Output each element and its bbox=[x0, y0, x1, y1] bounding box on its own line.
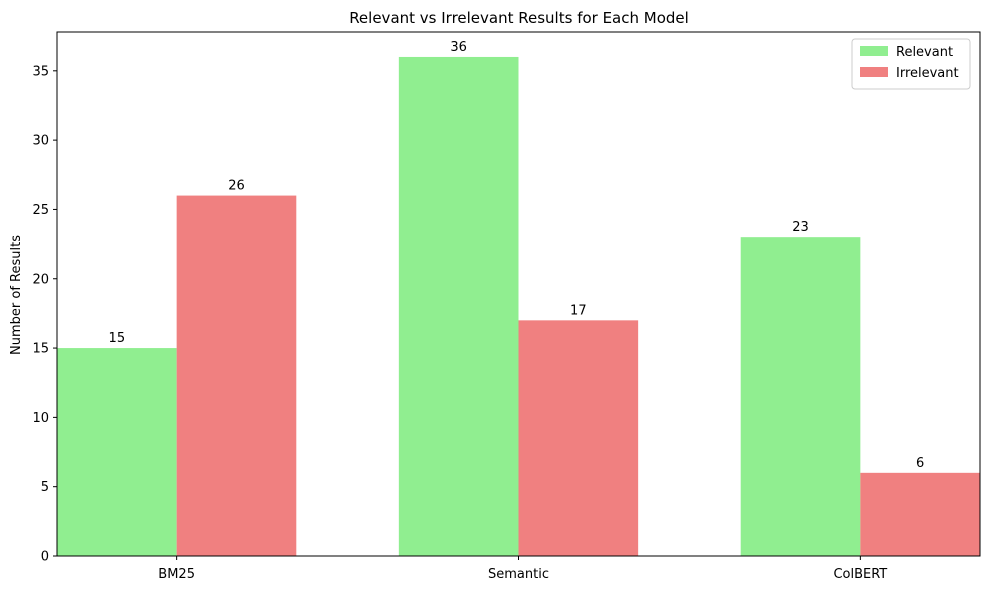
y-tick-label: 25 bbox=[32, 203, 49, 218]
legend-swatch-irrelevant bbox=[860, 67, 888, 77]
legend-label-relevant: Relevant bbox=[896, 45, 953, 60]
x-tick-label: Semantic bbox=[488, 567, 549, 582]
y-axis-label: Number of Results bbox=[9, 235, 24, 355]
bar-irrelevant-bm25 bbox=[176, 195, 297, 556]
bar-irrelevant-colbert bbox=[860, 472, 980, 556]
y-tick-label: 15 bbox=[32, 342, 49, 357]
bar-labels-group: 15 36 23 26 17 6 bbox=[109, 40, 925, 471]
bar-irrelevant-semantic bbox=[518, 320, 639, 556]
bar-value-label: 26 bbox=[228, 179, 245, 194]
plot-area-frame bbox=[56, 31, 981, 557]
bar-value-label: 15 bbox=[109, 331, 126, 346]
y-tick-label: 0 bbox=[41, 550, 49, 565]
bar-relevant-colbert bbox=[740, 237, 861, 557]
chart-title: Relevant vs Irrelevant Results for Each … bbox=[349, 9, 689, 27]
bar-value-label: 36 bbox=[450, 40, 467, 55]
y-axis-ticks: 0 5 10 15 20 25 30 35 bbox=[32, 64, 57, 565]
bar-value-label: 17 bbox=[570, 303, 587, 318]
legend-swatch-relevant bbox=[860, 46, 888, 56]
bar-value-label: 23 bbox=[792, 220, 809, 235]
y-tick-label: 35 bbox=[32, 64, 49, 79]
y-tick-label: 5 bbox=[41, 480, 49, 495]
legend: Relevant Irrelevant bbox=[851, 38, 971, 90]
bar-value-label: 6 bbox=[916, 456, 924, 471]
y-tick-label: 10 bbox=[32, 411, 49, 426]
bar-relevant-semantic bbox=[398, 56, 519, 556]
bars-group bbox=[57, 56, 980, 557]
y-tick-label: 20 bbox=[32, 272, 49, 287]
x-axis-ticks: BM25 Semantic ColBERT bbox=[158, 556, 887, 582]
legend-label-irrelevant: Irrelevant bbox=[896, 66, 959, 81]
x-tick-label: BM25 bbox=[158, 567, 195, 582]
y-tick-label: 30 bbox=[32, 134, 49, 149]
x-tick-label: ColBERT bbox=[833, 567, 887, 582]
bar-relevant-bm25 bbox=[57, 348, 177, 556]
